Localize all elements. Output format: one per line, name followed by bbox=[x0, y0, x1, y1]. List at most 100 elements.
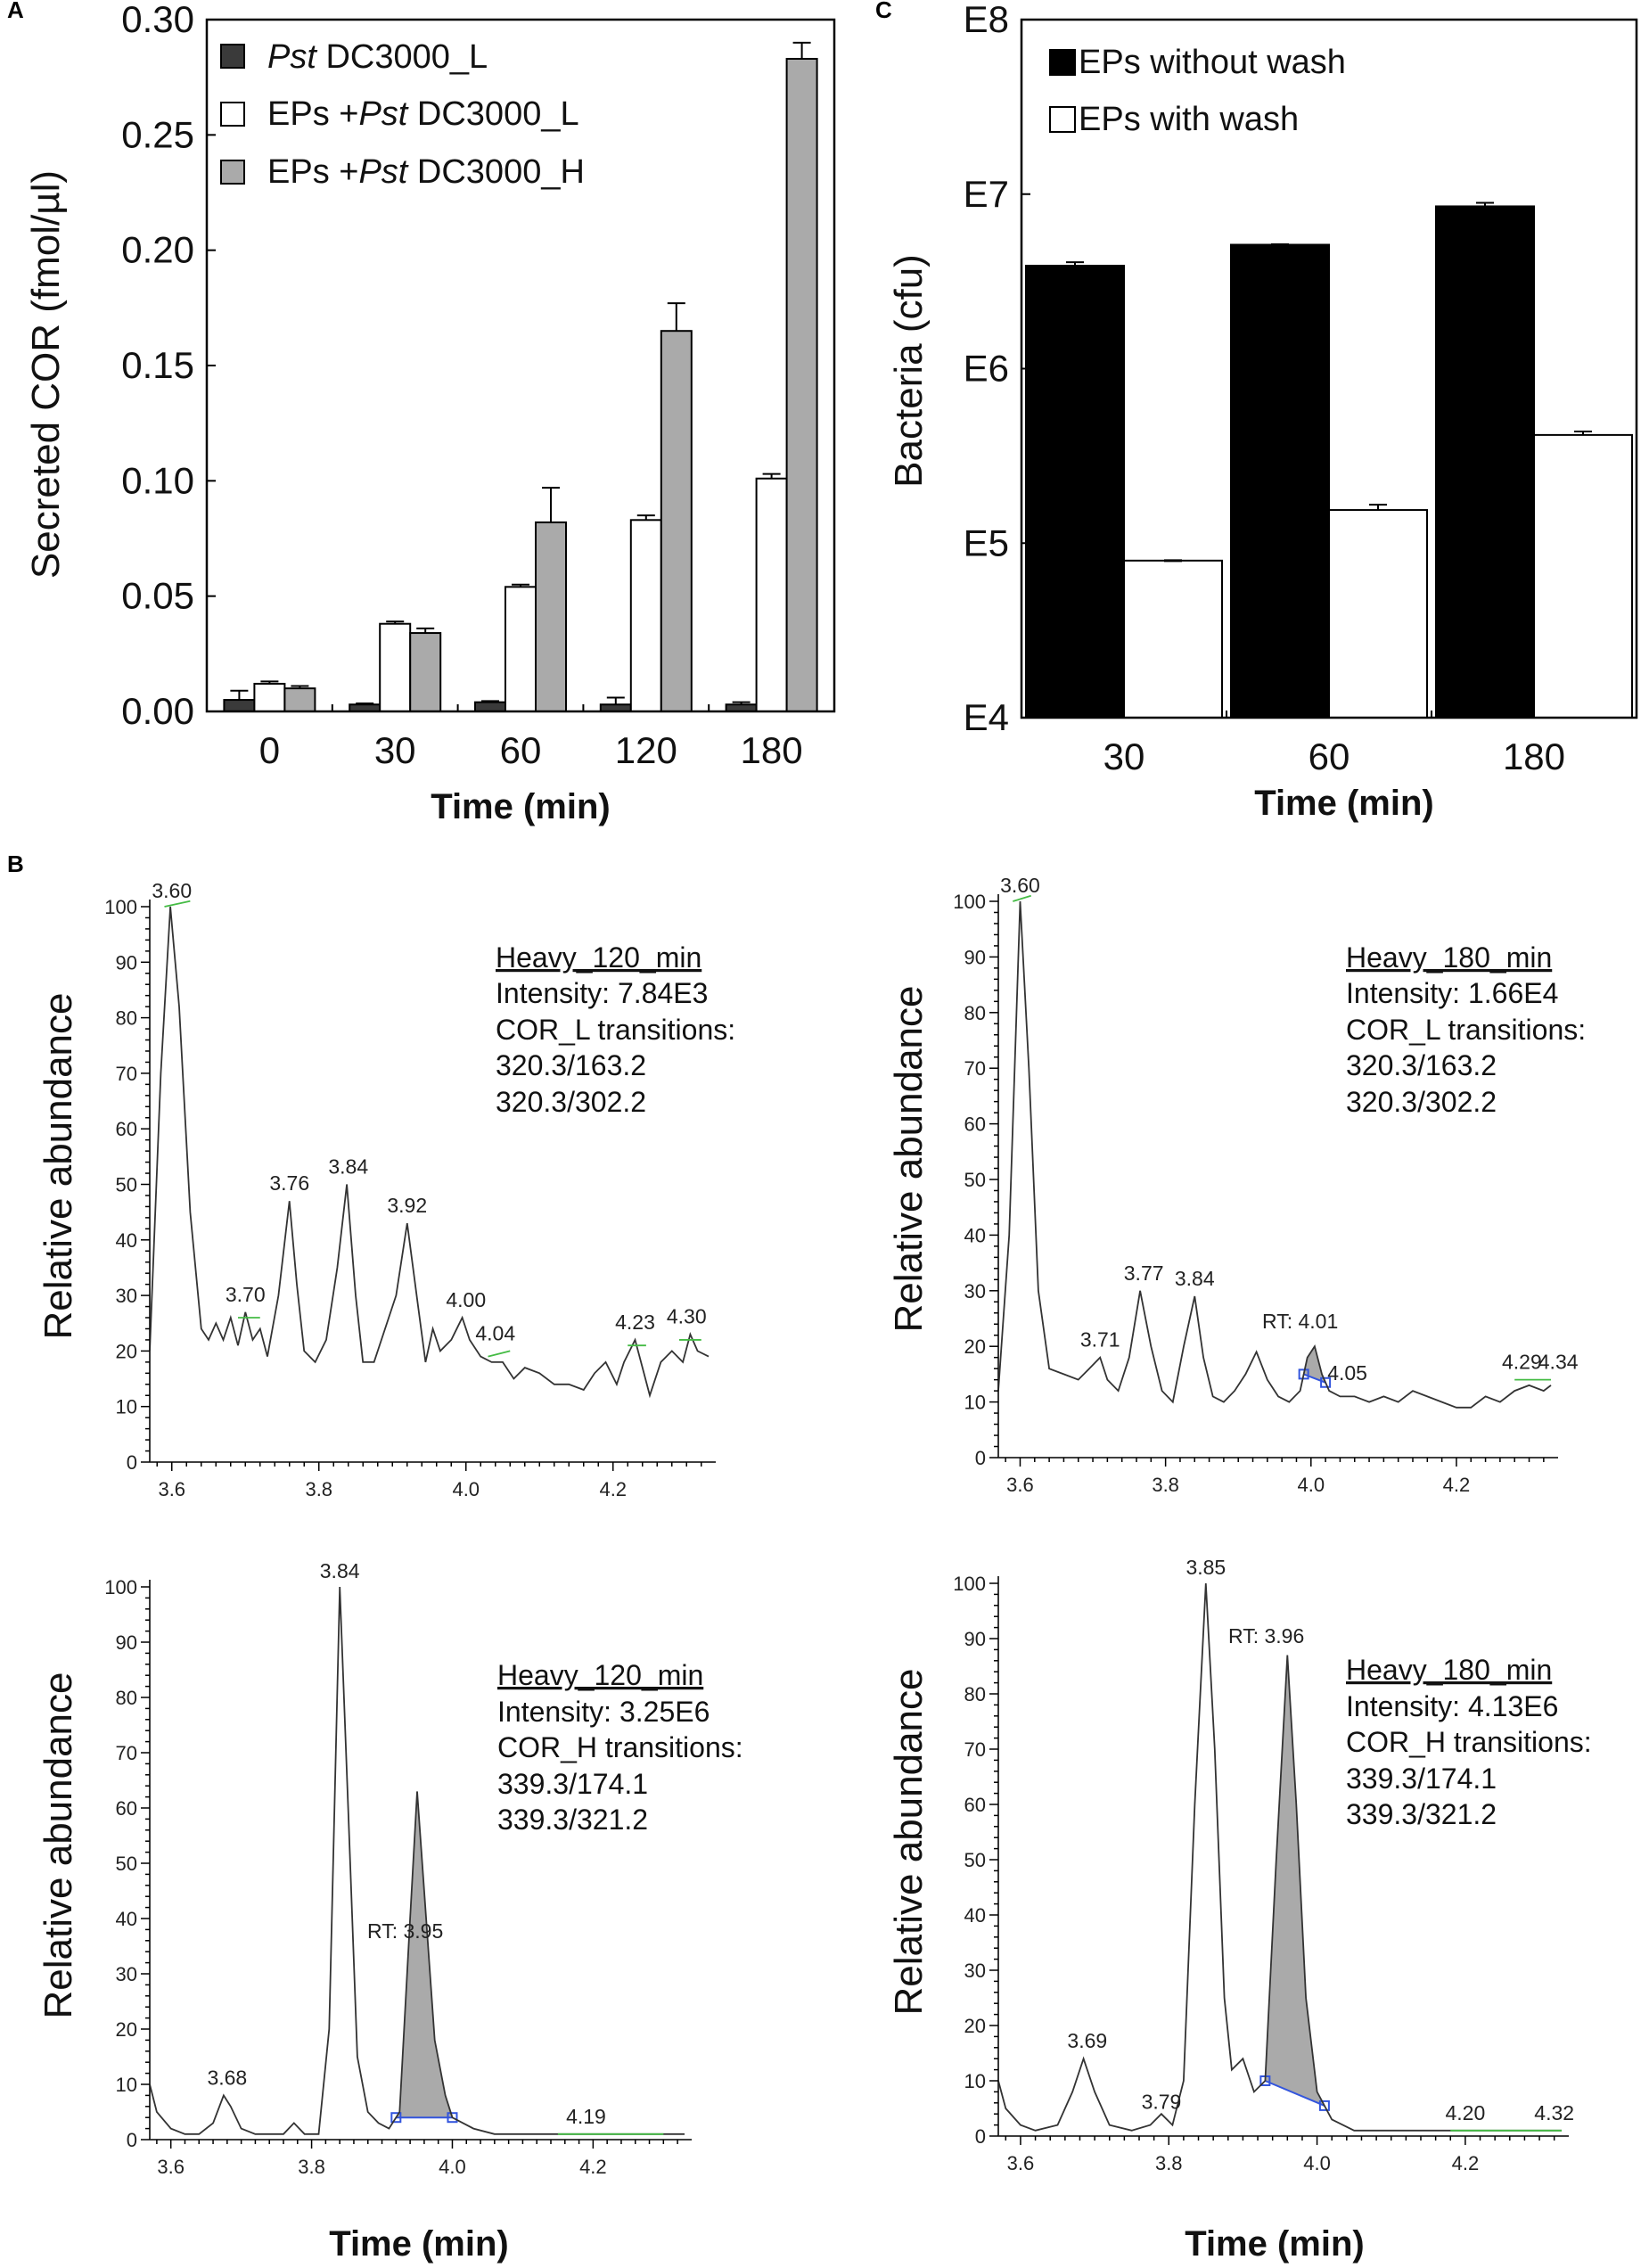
x-tick-label: 4.0 bbox=[1303, 2152, 1331, 2174]
y-tick-label: 60 bbox=[964, 1113, 986, 1136]
y-tick-label: 50 bbox=[964, 1169, 986, 1191]
y-tick-label: E8 bbox=[964, 0, 1009, 40]
y-tick-label: 60 bbox=[116, 1118, 137, 1140]
panel-a-bars bbox=[223, 41, 818, 713]
y-tick-label: 60 bbox=[964, 1794, 986, 1816]
y-tick-label: E5 bbox=[964, 522, 1009, 563]
y-tick-label: E6 bbox=[964, 348, 1009, 390]
x-tick-label: 4.0 bbox=[452, 1478, 480, 1500]
legend-prefix-2: EPs + bbox=[267, 153, 358, 191]
y-tick-label: 60 bbox=[116, 1797, 137, 1820]
bar bbox=[1328, 509, 1428, 719]
y-tick-label: 0.20 bbox=[121, 229, 194, 271]
y-tick-label: 50 bbox=[964, 1849, 986, 1871]
integration-marker bbox=[1318, 2100, 1330, 2111]
x-tick-label: 30 bbox=[374, 729, 416, 771]
y-tick-label: 100 bbox=[104, 1576, 137, 1598]
legend-italic-2: Pst bbox=[358, 153, 408, 191]
chrom-3-annotation: Heavy_120_min Intensity: 3.25E6 COR_H tr… bbox=[497, 1659, 743, 1836]
y-tick-label: 20 bbox=[964, 2015, 986, 2037]
chrom-4-annotation: Heavy_180_min Intensity: 4.13E6 COR_H tr… bbox=[1346, 1654, 1592, 1830]
x-tick-label: 4.0 bbox=[439, 2156, 466, 2178]
panel-label-c: C bbox=[875, 0, 892, 23]
x-tick-label: 3.6 bbox=[157, 2156, 185, 2178]
peak-baseline bbox=[488, 1350, 511, 1358]
y-tick-label: 30 bbox=[116, 1285, 137, 1307]
chrom-3-rt-label: RT: 3.95 bbox=[367, 1919, 443, 1943]
bar bbox=[1533, 433, 1633, 719]
x-tick-label: 60 bbox=[500, 729, 542, 771]
y-tick-label: 80 bbox=[964, 1002, 986, 1024]
x-tick-label: 4.2 bbox=[1452, 2152, 1480, 2174]
x-tick-label: 120 bbox=[615, 729, 677, 771]
panel-a-x-ticks: 0 30 60 120 180 bbox=[206, 704, 803, 771]
chrom-4-x-axis-label: Time (min) bbox=[1185, 2224, 1365, 2264]
integrated-peak-area bbox=[1265, 1655, 1325, 2106]
legend-swatch-pst-l bbox=[220, 44, 245, 69]
x-tick-label: 3.8 bbox=[305, 1478, 332, 1500]
y-tick-label: 50 bbox=[116, 1174, 137, 1196]
x-tick-label: 4.0 bbox=[1297, 1474, 1325, 1496]
x-tick-label: 3.6 bbox=[1006, 1474, 1034, 1496]
y-tick-label: 10 bbox=[964, 1392, 986, 1414]
panel-c-bars bbox=[1025, 201, 1633, 719]
legend-swatch-eps-pst-h bbox=[220, 160, 245, 185]
chrom-2-transition-2: 320.3/302.2 bbox=[1346, 1086, 1497, 1118]
y-tick-label: 0 bbox=[975, 1447, 986, 1469]
bar bbox=[1025, 265, 1125, 719]
peak-label: 4.29 bbox=[1502, 1351, 1542, 1374]
y-tick-label: 90 bbox=[964, 1628, 986, 1650]
panel-c-y-axis-label: Bacteria (cfu) bbox=[887, 254, 931, 488]
x-tick-label: 3.6 bbox=[1007, 2152, 1035, 2174]
x-tick-label: 0 bbox=[259, 729, 280, 771]
legend-swatch-without-wash bbox=[1049, 49, 1076, 76]
y-tick-label: 70 bbox=[116, 1063, 137, 1085]
legend-rest-1: DC3000_L bbox=[407, 95, 578, 133]
x-tick-label: 3.8 bbox=[1152, 1474, 1179, 1496]
x-tick-label: 180 bbox=[741, 729, 803, 771]
y-tick-label: 80 bbox=[116, 1687, 137, 1709]
x-tick-label: 60 bbox=[1309, 735, 1350, 777]
chrom-3-x-axis-label: Time (min) bbox=[329, 2224, 509, 2264]
peak-label: 3.76 bbox=[269, 1171, 309, 1195]
y-tick-label: 10 bbox=[116, 2074, 137, 2096]
y-tick-label: 70 bbox=[964, 1057, 986, 1080]
bar bbox=[535, 521, 567, 712]
y-tick-label: 80 bbox=[116, 1007, 137, 1030]
y-tick-label: 40 bbox=[116, 1908, 137, 1930]
y-tick-label: 0.30 bbox=[121, 0, 194, 40]
integration-marker bbox=[1320, 1376, 1332, 1388]
y-tick-label: 20 bbox=[964, 1335, 986, 1358]
panel-c-legend: EPs without wash EPs with wash bbox=[1049, 44, 1346, 138]
legend-label-with-wash: EPs with wash bbox=[1079, 101, 1299, 138]
peak-label: 3.84 bbox=[320, 1559, 360, 1582]
x-tick-label: 3.6 bbox=[158, 1478, 185, 1500]
legend-swatch-eps-pst-l bbox=[220, 102, 245, 127]
panel-label-a: A bbox=[7, 0, 24, 23]
integration-marker bbox=[1298, 1368, 1309, 1380]
panel-a-legend: Pst DC3000_L EPs +Pst DC3000_L EPs +Pst … bbox=[220, 38, 585, 191]
peak-label: 3.68 bbox=[207, 2066, 247, 2089]
chrom-3-title: Heavy_120_min bbox=[497, 1659, 703, 1691]
legend-label-eps-pst-h: EPs +Pst DC3000_H bbox=[267, 153, 585, 191]
panel-a-x-axis-label: Time (min) bbox=[431, 787, 611, 826]
chrom-4-title: Heavy_180_min bbox=[1346, 1654, 1552, 1686]
chrom-2-intensity: Intensity: 1.66E4 bbox=[1346, 977, 1558, 1009]
x-tick-label: 4.2 bbox=[579, 2156, 607, 2178]
panel-c-x-axis-label: Time (min) bbox=[1254, 784, 1434, 823]
chromatogram-heavy-180-cor-l: 3.60 3.71 3.77 3.84 4.05 4.294.34 0 10 20 30 40 50 6… bbox=[887, 874, 1586, 1496]
panel-c-y-ticks: E4 E5 E6 E7 E8 bbox=[964, 0, 1030, 738]
peak-label: 3.79 bbox=[1142, 2090, 1182, 2113]
y-tick-label: 90 bbox=[964, 946, 986, 968]
panel-label-b: B bbox=[7, 850, 24, 877]
y-tick-label: 40 bbox=[964, 1904, 986, 1927]
chrom-2-transitions: COR_L transitions: bbox=[1346, 1014, 1586, 1046]
chrom-4-y-axis-label: Relative abundance bbox=[887, 1669, 931, 2016]
bar bbox=[1123, 559, 1223, 719]
chromatogram-heavy-120-cor-l: 3.60 3.70 3.76 3.84 3.92 4.00 4.04 4.23 4.30 0 10 2… bbox=[37, 879, 735, 1500]
legend-prefix-1: EPs + bbox=[267, 95, 358, 133]
integration-baseline bbox=[1264, 2080, 1325, 2107]
panel-c-x-ticks: 30 60 180 bbox=[1021, 711, 1565, 777]
y-tick-label: 30 bbox=[964, 1960, 986, 1982]
peak-label: 3.92 bbox=[387, 1194, 427, 1217]
